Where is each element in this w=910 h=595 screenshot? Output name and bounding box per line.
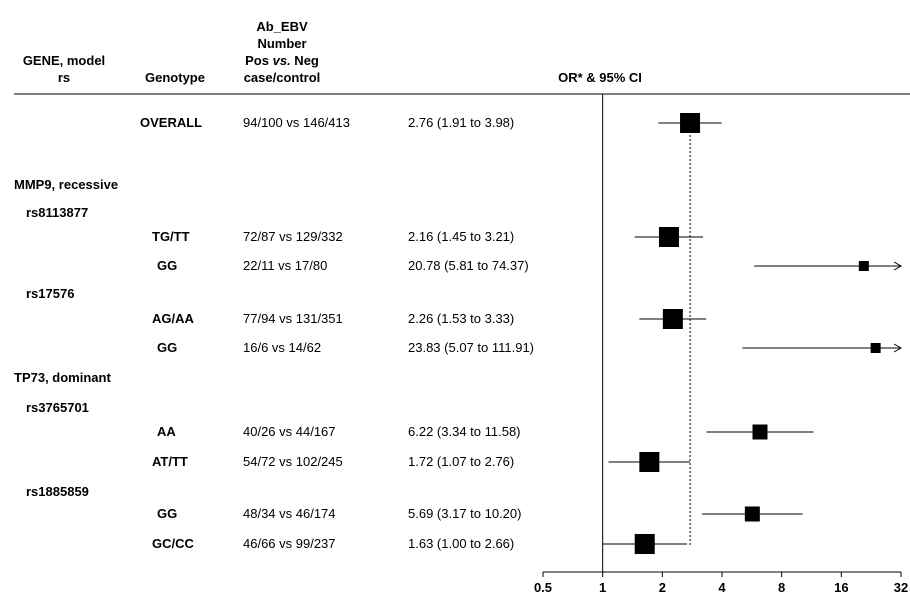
counts-label: 77/94 vs 131/351 [243, 311, 343, 326]
or-marker [658, 227, 679, 247]
x-tick-label: 16 [834, 580, 848, 595]
ci-arrow [893, 343, 903, 353]
snp-label: rs1885859 [26, 484, 89, 499]
counts-label: 22/11 vs 17/80 [243, 258, 328, 273]
or-marker [634, 534, 655, 554]
counts-label: 54/72 vs 102/245 [243, 454, 343, 469]
x-tick-label: 8 [778, 580, 785, 595]
header-or-ci: OR* & 95% CI [558, 70, 642, 85]
header-case-control: case/control [243, 70, 321, 85]
x-tick-label: 1 [599, 580, 606, 595]
or-marker [680, 113, 701, 133]
genotype-label: AA [157, 424, 176, 439]
or-ci-label: 5.69 (3.17 to 10.20) [408, 506, 522, 521]
genotype-label: OVERALL [140, 115, 203, 130]
genotype-label: AT/TT [152, 454, 188, 469]
genotype-label: GG [157, 506, 178, 521]
x-tick-label: 32 [894, 580, 908, 595]
snp-label: rs17576 [26, 286, 75, 301]
or-ci-label: 6.22 (3.34 to 11.58) [408, 424, 521, 439]
counts-label: 40/26 vs 44/167 [243, 424, 336, 439]
or-ci-label: 2.16 (1.45 to 3.21) [408, 229, 515, 244]
x-tick-label: 0.5 [534, 580, 552, 595]
or-marker [870, 343, 881, 353]
header-number: Number [257, 36, 307, 51]
counts-label: 16/6 vs 14/62 [243, 340, 322, 355]
or-marker [662, 309, 683, 329]
x-tick-label: 4 [718, 580, 726, 595]
genotype-label: GG [157, 258, 178, 273]
or-ci-label: 2.26 (1.53 to 3.33) [408, 311, 515, 326]
or-marker [639, 452, 660, 472]
counts-label: 46/66 vs 99/237 [243, 536, 336, 551]
snp-label: rs3765701 [26, 400, 89, 415]
header-ab-ebv: Ab_EBV [256, 19, 308, 34]
or-ci-label: 1.63 (1.00 to 2.66) [408, 536, 515, 551]
or-ci-label: 1.72 (1.07 to 2.76) [408, 454, 515, 469]
genotype-label: GG [157, 340, 178, 355]
snp-label: rs8113877 [26, 205, 89, 220]
counts-label: 72/87 vs 129/332 [243, 229, 343, 244]
ci-arrow [893, 261, 903, 271]
counts-label: 48/34 vs 46/174 [243, 506, 336, 521]
header-rs: rs [57, 70, 71, 85]
genotype-label: GC/CC [152, 536, 194, 551]
or-ci-label: 2.76 (1.91 to 3.98) [408, 115, 515, 130]
counts-label: 94/100 vs 146/413 [243, 115, 350, 130]
header-genotype: Genotype [145, 70, 205, 85]
or-marker [858, 261, 869, 271]
gene-model-label: TP73, dominant [14, 370, 111, 385]
genotype-label: TG/TT [152, 229, 190, 244]
or-ci-label: 23.83 (5.07 to 111.91) [408, 340, 535, 355]
or-marker [752, 424, 768, 440]
or-marker [744, 506, 760, 522]
or-ci-label: 20.78 (5.81 to 74.37) [408, 258, 529, 273]
header-pos-vs-neg: Pos vs. Neg [245, 53, 319, 68]
genotype-label: AG/AA [152, 311, 194, 326]
x-tick-label: 2 [659, 580, 666, 595]
header-gene-model: GENE, model [22, 53, 106, 68]
gene-model-label: MMP9, recessive [14, 177, 119, 192]
